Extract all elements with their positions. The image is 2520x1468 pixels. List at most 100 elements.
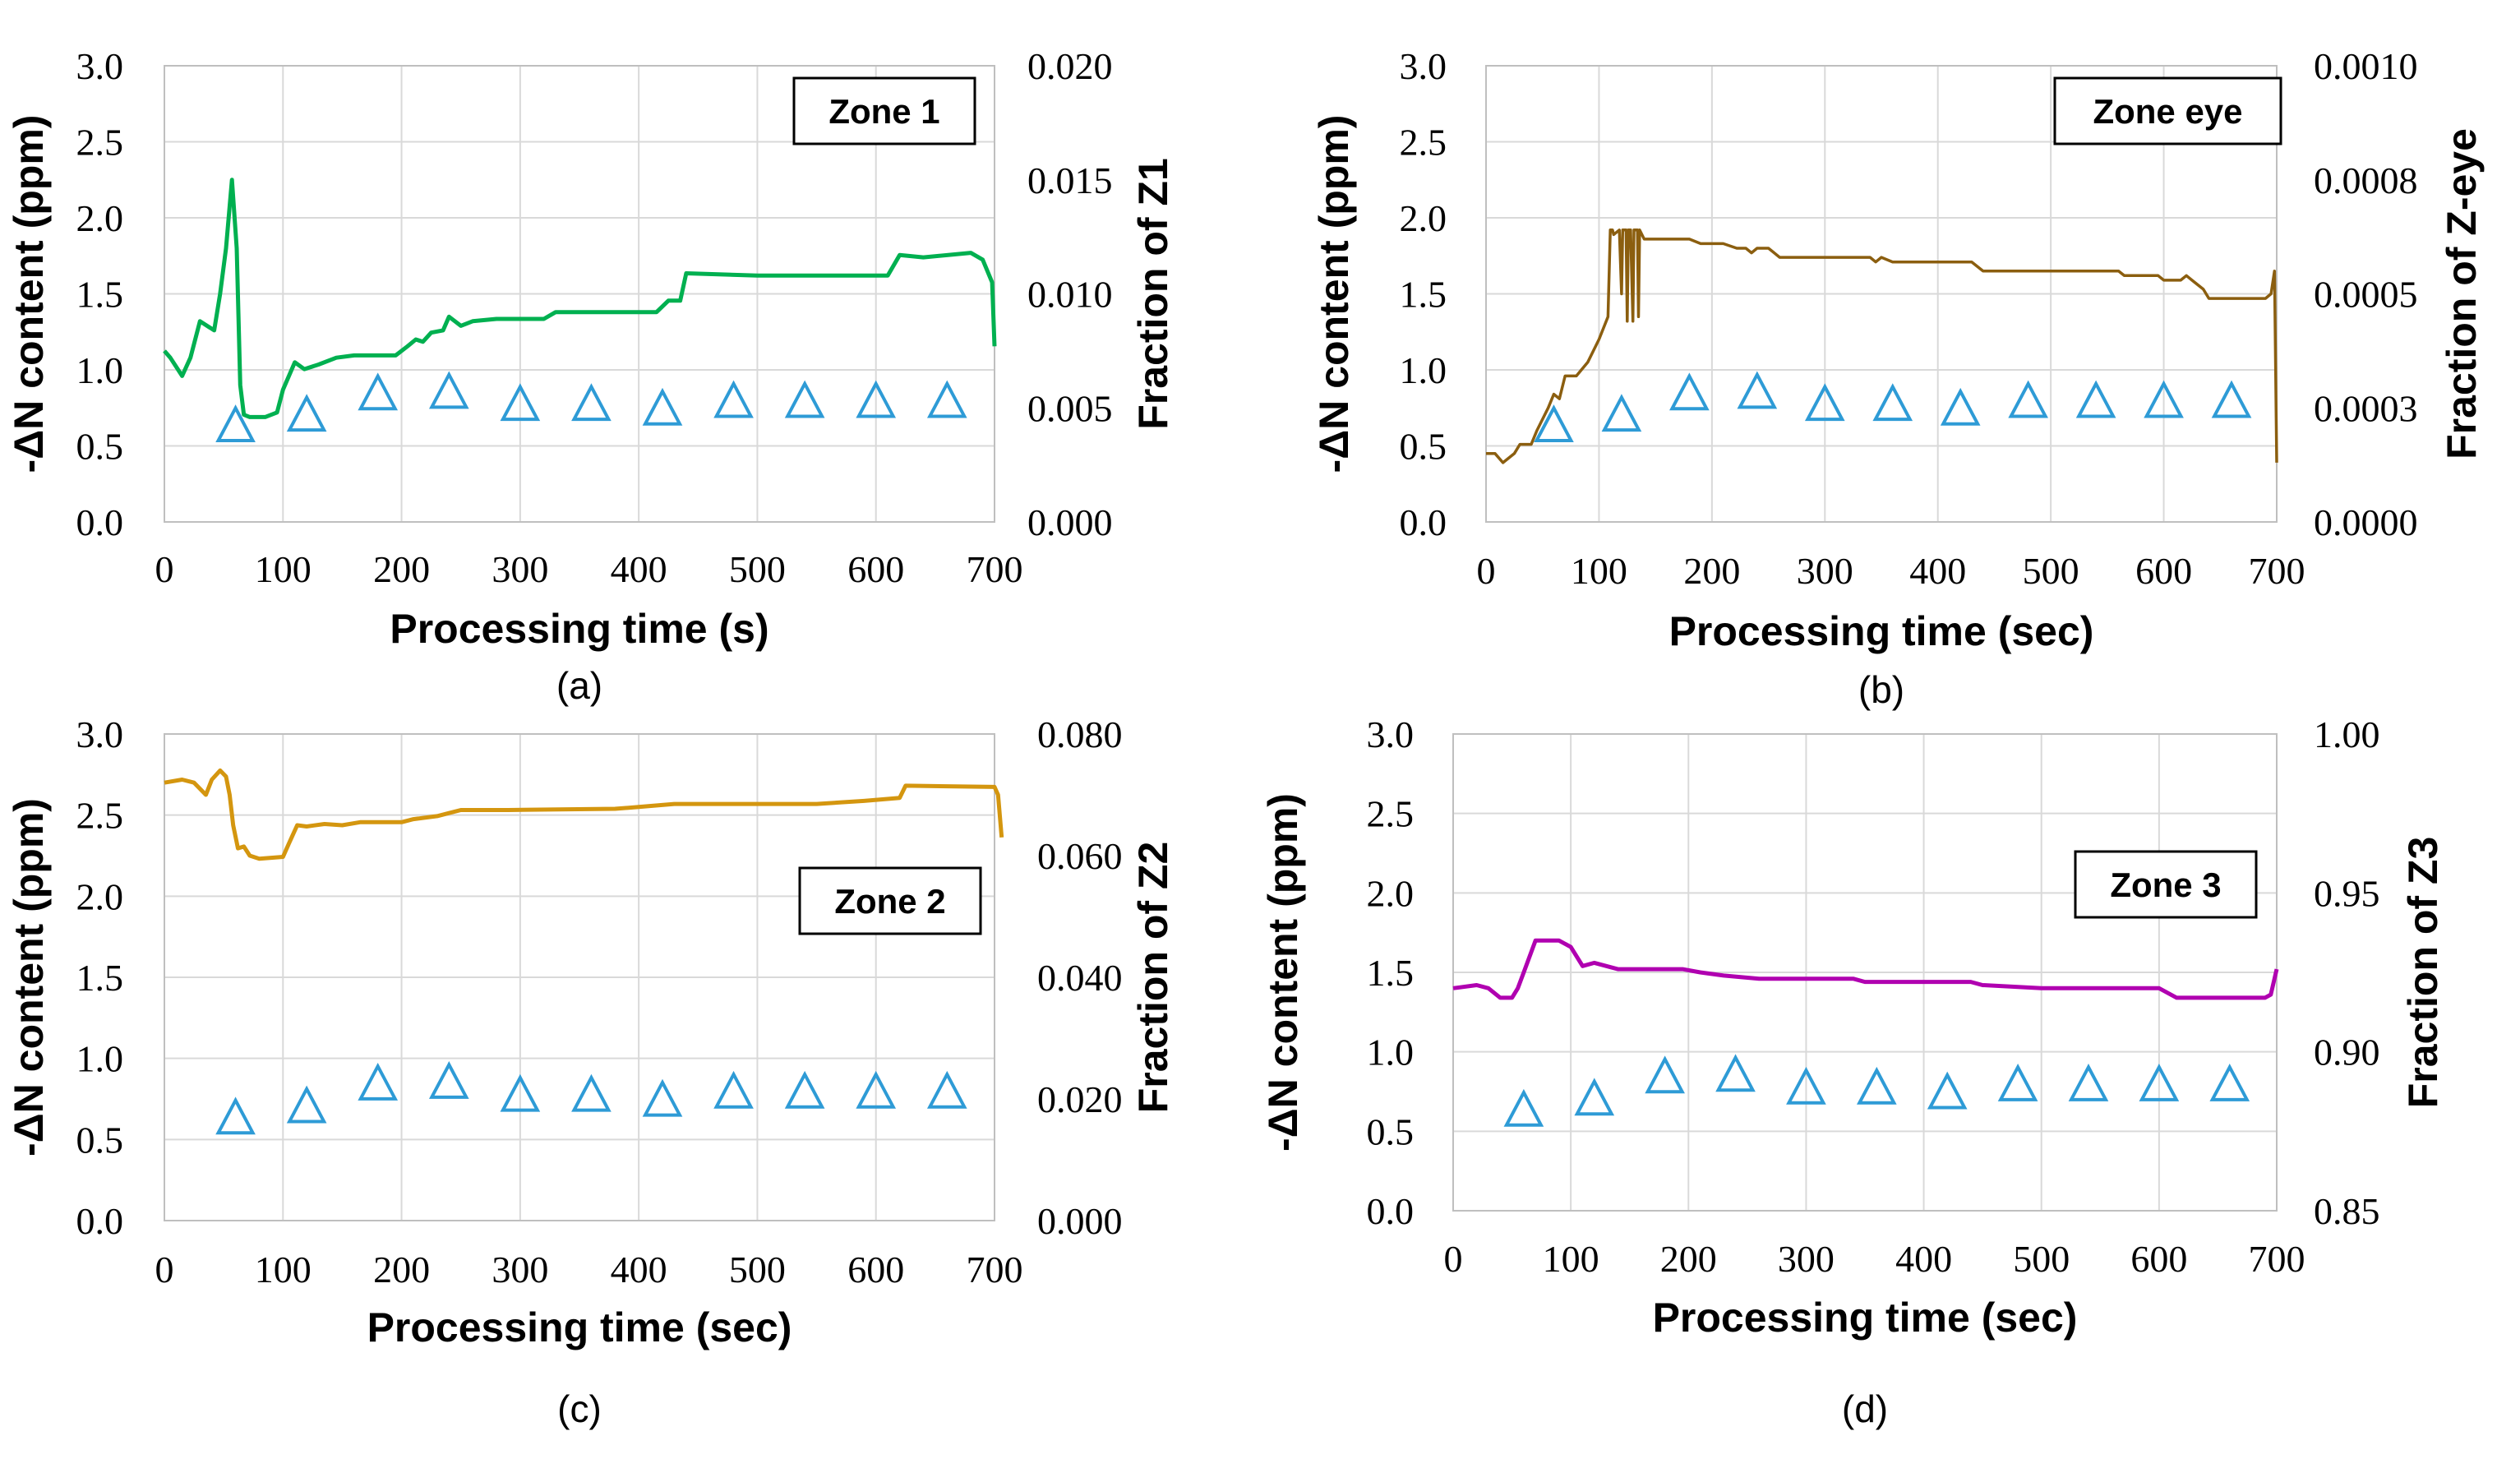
y-tick-label: 1.0 (1367, 1032, 1415, 1073)
delta-n-marker (571, 383, 612, 422)
y-tick-label: 0.5 (1400, 426, 1447, 468)
x-axis-title: Processing time (s) (390, 606, 768, 652)
x-tick-label: 300 (1797, 550, 1853, 592)
delta-n-marker (856, 380, 897, 418)
delta-n-marker (1872, 383, 1913, 422)
zone-label-box (792, 76, 976, 145)
y2-tick-label: 0.080 (1037, 713, 1123, 755)
x-tick-label: 600 (847, 1249, 904, 1290)
panel-label: (a) (556, 664, 602, 707)
y-tick-label: 1.5 (76, 274, 124, 316)
y2-axis-title: Fraction of Z3 (2400, 837, 2446, 1109)
x-tick-label: 400 (611, 548, 667, 590)
x-tick-label: 400 (1895, 1238, 1952, 1280)
x-tick-label: 300 (1778, 1238, 1835, 1280)
y-tick-label: 1.0 (76, 1038, 124, 1080)
delta-n-marker (1669, 372, 1710, 411)
delta-n-marker (713, 1070, 754, 1109)
y-axis-title: -ΔN content (ppm) (6, 798, 52, 1156)
x-tick-label: 0 (155, 548, 174, 590)
delta-n-marker (713, 380, 754, 418)
delta-n-marker (2075, 380, 2116, 418)
y2-axis-title: Fraction of Z1 (1130, 158, 1176, 430)
delta-n-marker (215, 404, 256, 443)
y2-tick-label: 0.0010 (2314, 45, 2418, 87)
delta-n-marker (926, 380, 967, 418)
y2-tick-label: 1.00 (2314, 713, 2380, 755)
delta-n-marker (1927, 1071, 1968, 1110)
y-tick-label: 2.0 (1367, 872, 1415, 914)
delta-n-marker (1601, 394, 1642, 432)
x-tick-label: 600 (2130, 1238, 2187, 1280)
delta-n-marker (856, 1070, 897, 1109)
y-tick-label: 3.0 (1400, 45, 1447, 87)
fraction-line (163, 178, 997, 419)
y-tick-label: 0.0 (1400, 501, 1447, 543)
delta-n-marker (1940, 387, 1981, 426)
x-tick-label: 500 (729, 548, 786, 590)
y2-tick-label: 0.000 (1027, 501, 1113, 543)
delta-n-marker (926, 1070, 967, 1109)
y2-axis-title: Fraction of Z2 (1130, 842, 1176, 1114)
y-tick-label: 3.0 (1367, 713, 1415, 755)
delta-n-marker (286, 394, 327, 432)
delta-n-marker (1645, 1055, 1685, 1094)
x-tick-label: 700 (2249, 1238, 2305, 1280)
x-tick-label: 100 (255, 548, 312, 590)
x-tick-label: 700 (967, 1249, 1023, 1290)
delta-n-marker (2068, 1063, 2109, 1101)
delta-n-marker (2139, 1063, 2180, 1101)
x-tick-label: 700 (967, 548, 1023, 590)
y2-tick-label: 0.85 (2314, 1190, 2380, 1232)
y-tick-label: 2.0 (76, 875, 124, 917)
y-tick-label: 2.5 (1367, 793, 1415, 835)
x-tick-label: 400 (1909, 550, 1966, 592)
zone-label: Zone 2 (834, 882, 945, 921)
delta-n-marker (428, 1060, 469, 1099)
delta-n-marker (642, 387, 683, 426)
y2-tick-label: 0.040 (1037, 957, 1123, 999)
y2-tick-label: 0.020 (1027, 45, 1113, 87)
x-tick-label: 500 (2023, 550, 2079, 592)
x-tick-label: 300 (492, 1249, 548, 1290)
y-tick-label: 2.5 (76, 795, 124, 837)
y-tick-label: 1.0 (1400, 349, 1447, 391)
y2-tick-label: 0.010 (1027, 274, 1113, 316)
chart-panel-4: 0 100 200 300 400 500 600 700 0.0 0.5 1.0 1.5 2.0 2.5… (1260, 713, 2446, 1430)
zone-label-box (798, 866, 982, 935)
x-tick-label: 400 (611, 1249, 667, 1290)
y-tick-label: 3.0 (76, 45, 124, 87)
x-tick-label: 0 (1444, 1238, 1463, 1280)
x-tick-label: 700 (2249, 550, 2305, 592)
y-axis-title: -ΔN content (ppm) (1260, 793, 1306, 1152)
chart-panel-1: 0 100 200 300 400 500 600 700 0.0 0.5 1.0 1.5 2.0 2.5… (6, 45, 1176, 707)
x-tick-label: 100 (1543, 1238, 1599, 1280)
delta-n-marker (2209, 1063, 2250, 1101)
x-tick-label: 500 (2013, 1238, 2070, 1280)
delta-n-marker (500, 1073, 541, 1112)
fraction-line (1452, 938, 2279, 1000)
delta-n-marker (428, 371, 469, 409)
x-tick-label: 100 (1571, 550, 1627, 592)
delta-n-marker (2008, 380, 2048, 418)
x-tick-label: 200 (1660, 1238, 1717, 1280)
y2-tick-label: 0.90 (2314, 1032, 2380, 1073)
y-tick-label: 1.5 (1400, 274, 1447, 316)
y-tick-label: 2.0 (76, 197, 124, 239)
y-tick-label: 0.0 (76, 501, 124, 543)
delta-n-marker (358, 1062, 399, 1101)
x-tick-label: 200 (373, 1249, 430, 1290)
delta-n-marker (1534, 404, 1574, 443)
y2-tick-label: 0.060 (1037, 835, 1123, 877)
delta-n-marker (642, 1078, 683, 1117)
plot-area (164, 733, 995, 1221)
x-tick-label: 600 (2135, 550, 2192, 592)
y2-tick-label: 0.0005 (2314, 274, 2418, 316)
zone-label: Zone 3 (2110, 866, 2221, 904)
y2-tick-label: 0.0008 (2314, 159, 2418, 201)
zone-label: Zone eye (2093, 92, 2242, 131)
delta-n-marker (1856, 1066, 1897, 1105)
y2-tick-label: 0.0000 (2314, 501, 2418, 543)
zone-label: Zone 1 (828, 92, 939, 131)
